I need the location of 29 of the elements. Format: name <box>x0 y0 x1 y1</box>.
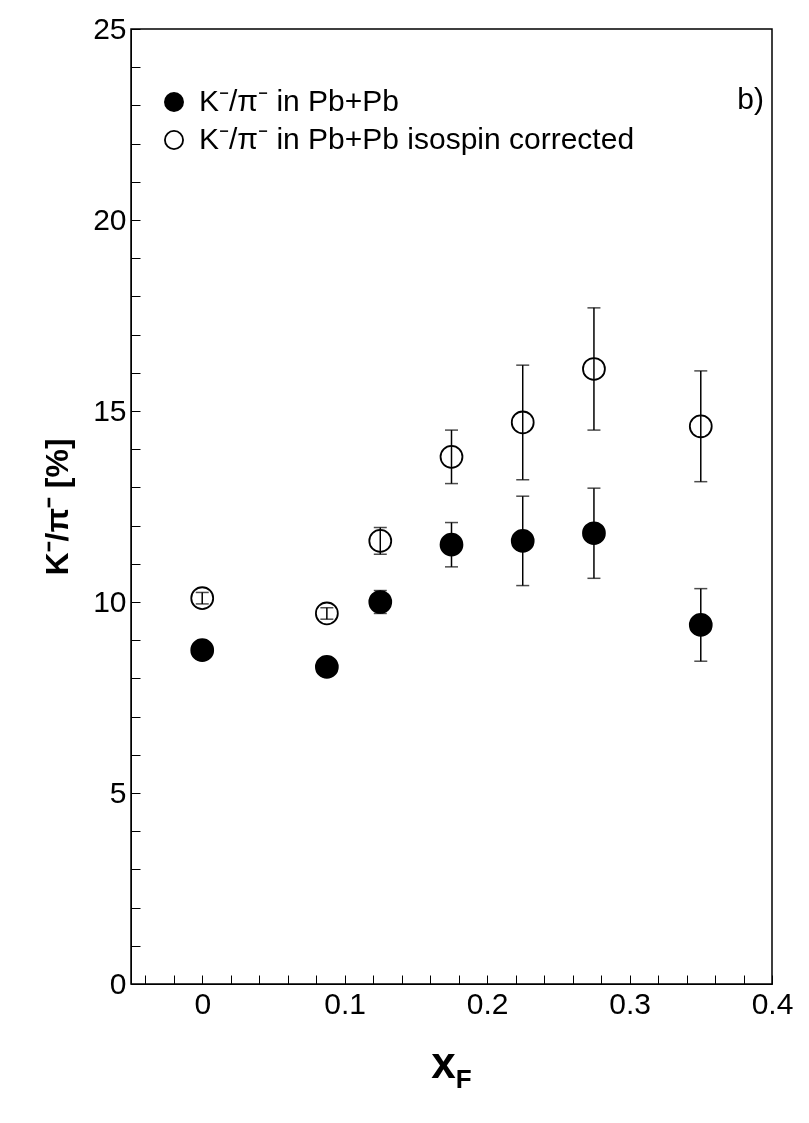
point <box>190 638 215 662</box>
y-tick-label: 25 <box>93 11 127 45</box>
y-tick-label: 20 <box>93 202 127 236</box>
point <box>510 410 535 435</box>
point <box>315 655 339 679</box>
point <box>582 357 606 381</box>
y-tick-label: 15 <box>93 393 127 427</box>
point <box>688 414 713 439</box>
point <box>439 445 464 469</box>
legend-label: K⁻/π⁻ in Pb+Pb isospin corrected <box>199 122 635 155</box>
annotation: b) <box>737 82 764 116</box>
point <box>439 532 464 557</box>
x-tick-label: 0.3 <box>609 986 651 1020</box>
y-tick-label: 5 <box>109 775 127 809</box>
y-tick-label: 10 <box>93 584 127 618</box>
point <box>368 590 393 614</box>
point <box>688 613 713 637</box>
point <box>315 601 339 626</box>
y-axis-title: K⁻/π⁻ [%] <box>39 438 76 576</box>
point <box>190 586 215 611</box>
point <box>368 529 393 553</box>
x-tick-label: 0.1 <box>324 986 367 1020</box>
point <box>582 521 606 546</box>
x-axis-title: x$_{F}$ <box>430 1038 473 1095</box>
x-tick-label: 0.4 <box>751 986 794 1020</box>
x-tick-label: 0.2 <box>466 986 509 1020</box>
x-tick-label: 0 <box>194 986 212 1020</box>
point <box>510 529 535 553</box>
legend-label: K⁻/π⁻ in Pb+Pb <box>199 84 399 117</box>
